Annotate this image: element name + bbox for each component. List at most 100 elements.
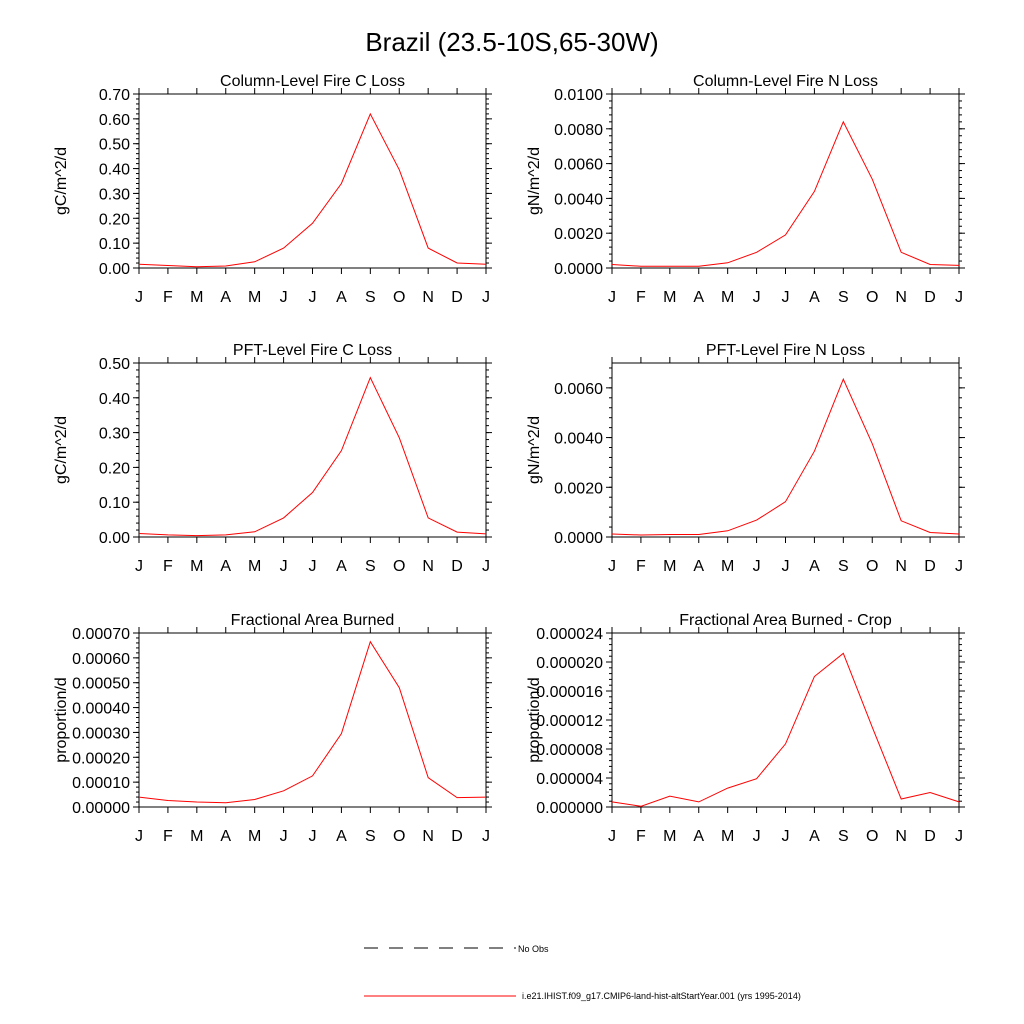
x-tick-label: M bbox=[248, 558, 261, 575]
plot-frame bbox=[138, 362, 487, 538]
y-tick-label: 0.00050 bbox=[72, 676, 130, 693]
x-tick-label: A bbox=[809, 828, 820, 845]
panel-title: PFT-Level Fire C Loss bbox=[233, 342, 392, 359]
x-tick-label: J bbox=[309, 558, 317, 575]
y-tick-label: 0.000004 bbox=[536, 771, 603, 788]
x-tick-label: N bbox=[895, 828, 907, 845]
x-tick-label: M bbox=[663, 558, 676, 575]
y-tick-label: 0.0100 bbox=[554, 87, 603, 104]
y-tick-label: 0.70 bbox=[99, 87, 130, 104]
y-tick-label: 0.00030 bbox=[72, 725, 130, 742]
x-tick-label: O bbox=[393, 289, 405, 306]
figure-title: Brazil (23.5-10S,65-30W) bbox=[365, 27, 658, 57]
y-tick-label: 0.000008 bbox=[536, 742, 603, 759]
x-tick-label: S bbox=[365, 828, 376, 845]
y-tick-label: 0.0000 bbox=[554, 261, 603, 278]
x-tick-label: J bbox=[782, 289, 790, 306]
x-tick-label: J bbox=[753, 289, 761, 306]
x-tick-label: J bbox=[135, 558, 143, 575]
y-tick-label: 0.00000 bbox=[72, 800, 130, 817]
chart-panel-6: Fractional Area Burned - Crop proportion/… bbox=[526, 612, 965, 845]
y-tick-label: 0.00070 bbox=[72, 626, 130, 643]
y-tick-label: 0.0000 bbox=[554, 530, 603, 547]
x-tick-label: M bbox=[190, 828, 203, 845]
x-tick-label: J bbox=[608, 558, 616, 575]
x-tick-label: M bbox=[721, 558, 734, 575]
x-tick-label: S bbox=[838, 289, 849, 306]
x-tick-label: F bbox=[163, 828, 173, 845]
x-tick-label: A bbox=[220, 828, 231, 845]
y-tick-label: 0.60 bbox=[99, 112, 130, 129]
series-line-1 bbox=[138, 112, 487, 268]
x-tick-label: A bbox=[809, 558, 820, 575]
y-axis-label: gN/m^2/d bbox=[526, 416, 543, 484]
y-tick-label: 0.20 bbox=[99, 211, 130, 228]
x-tick-label: J bbox=[135, 289, 143, 306]
x-tick-label: J bbox=[782, 828, 790, 845]
x-tick-label: J bbox=[955, 828, 963, 845]
y-tick-label: 0.00 bbox=[99, 261, 130, 278]
x-tick-label: J bbox=[135, 828, 143, 845]
x-tick-label: J bbox=[753, 558, 761, 575]
x-tick-label: M bbox=[721, 828, 734, 845]
x-tick-label: J bbox=[309, 289, 317, 306]
y-axis-label: gN/m^2/d bbox=[526, 147, 543, 215]
panel-title: PFT-Level Fire N Loss bbox=[706, 342, 865, 359]
x-tick-label: A bbox=[220, 558, 231, 575]
y-tick-label: 0.10 bbox=[99, 495, 130, 512]
x-tick-label: J bbox=[608, 289, 616, 306]
x-tick-label: J bbox=[280, 289, 288, 306]
plot-frame bbox=[611, 362, 960, 538]
x-tick-label: F bbox=[636, 289, 646, 306]
y-tick-label: 0.00010 bbox=[72, 775, 130, 792]
y-tick-label: 0.000016 bbox=[536, 684, 603, 701]
y-axis-label: gC/m^2/d bbox=[53, 147, 70, 215]
x-tick-label: J bbox=[309, 828, 317, 845]
x-tick-label: D bbox=[924, 289, 936, 306]
x-tick-label: O bbox=[866, 828, 878, 845]
y-axis-label: gC/m^2/d bbox=[53, 416, 70, 484]
y-tick-label: 0.00040 bbox=[72, 701, 130, 718]
x-tick-label: S bbox=[365, 558, 376, 575]
x-tick-label: A bbox=[693, 828, 704, 845]
y-axis-label: proportion/d bbox=[53, 677, 70, 762]
x-tick-label: M bbox=[663, 828, 676, 845]
x-tick-label: D bbox=[451, 558, 463, 575]
x-tick-label: J bbox=[280, 828, 288, 845]
legend: No Obs i.e21.IHIST.f09_g17.CMIP6-land-hi… bbox=[364, 944, 801, 1001]
x-tick-label: S bbox=[365, 289, 376, 306]
y-tick-label: 0.30 bbox=[99, 426, 130, 443]
x-tick-label: J bbox=[482, 558, 490, 575]
y-tick-label: 0.000012 bbox=[536, 713, 603, 730]
panel-title: Column-Level Fire N Loss bbox=[693, 73, 878, 90]
y-tick-label: 0.0080 bbox=[554, 122, 603, 139]
series-line-1 bbox=[138, 640, 487, 804]
x-tick-label: A bbox=[336, 558, 347, 575]
y-tick-label: 0.0020 bbox=[554, 226, 603, 243]
x-tick-label: J bbox=[482, 289, 490, 306]
x-tick-label: O bbox=[866, 289, 878, 306]
legend-label-no-obs: No Obs bbox=[518, 944, 549, 954]
x-tick-label: J bbox=[482, 828, 490, 845]
x-tick-label: M bbox=[248, 828, 261, 845]
y-tick-label: 0.40 bbox=[99, 162, 130, 179]
x-tick-label: N bbox=[422, 558, 434, 575]
y-tick-label: 0.0020 bbox=[554, 480, 603, 497]
y-tick-label: 0.50 bbox=[99, 137, 130, 154]
x-tick-label: N bbox=[895, 289, 907, 306]
x-tick-label: A bbox=[336, 828, 347, 845]
x-tick-label: F bbox=[636, 558, 646, 575]
x-tick-label: A bbox=[693, 558, 704, 575]
x-tick-label: J bbox=[955, 289, 963, 306]
x-tick-label: N bbox=[422, 289, 434, 306]
x-tick-label: J bbox=[608, 828, 616, 845]
y-tick-label: 0.00 bbox=[99, 530, 130, 547]
x-tick-label: J bbox=[955, 558, 963, 575]
x-tick-label: D bbox=[924, 558, 936, 575]
x-tick-label: A bbox=[809, 289, 820, 306]
